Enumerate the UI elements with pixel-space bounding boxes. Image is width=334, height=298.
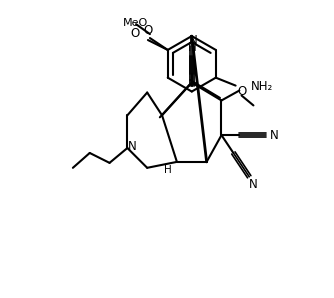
Text: O: O (237, 85, 246, 98)
Text: NH₂: NH₂ (251, 80, 274, 93)
Text: MeO: MeO (123, 18, 148, 28)
Text: N: N (270, 129, 278, 142)
Text: H: H (164, 165, 172, 175)
Text: N: N (187, 41, 196, 55)
Text: O: O (143, 24, 153, 37)
Text: N: N (249, 178, 258, 191)
Text: O: O (130, 27, 140, 40)
Text: N: N (188, 34, 197, 46)
Text: N: N (128, 139, 137, 153)
